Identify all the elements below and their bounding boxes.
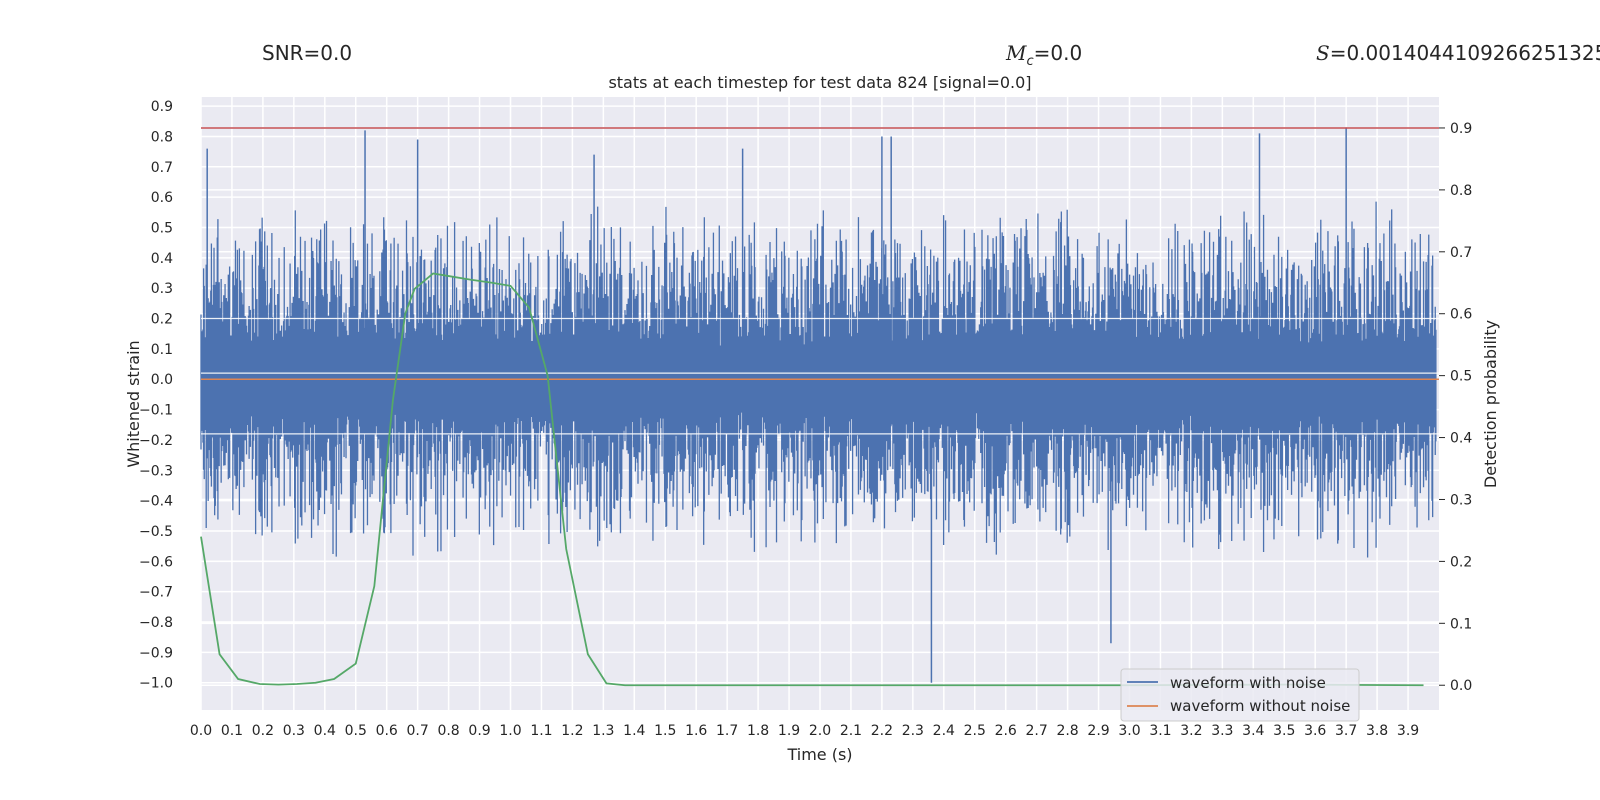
x-tick-label: 1.6 xyxy=(685,723,707,739)
y2-tick-label: 0.0 xyxy=(1450,678,1472,694)
legend-label-noise: waveform with noise xyxy=(1170,674,1326,692)
y2-tick-label: 0.9 xyxy=(1450,121,1472,137)
y-tick-label: −0.1 xyxy=(139,403,173,419)
series-waveform-with-noise xyxy=(200,127,1439,683)
x-tick-label: 3.3 xyxy=(1211,723,1233,739)
x-axis-label: Time (s) xyxy=(786,745,852,764)
chart-title: stats at each timestep for test data 824… xyxy=(608,73,1031,92)
x-tick-label: 3.5 xyxy=(1273,723,1295,739)
y-tick-label: −0.6 xyxy=(139,554,173,570)
x-tick-label: 3.9 xyxy=(1397,723,1419,739)
x-tick-label: 3.7 xyxy=(1335,723,1357,739)
x-tick-label: 1.1 xyxy=(530,723,552,739)
noise-trace xyxy=(200,201,1437,558)
x-tick-label: 1.3 xyxy=(592,723,614,739)
y-tick-label: 0.9 xyxy=(151,99,173,115)
x-tick-label: 2.7 xyxy=(1026,723,1048,739)
y-tick-label: 0.3 xyxy=(151,281,173,297)
y2-tick-label: 0.4 xyxy=(1450,431,1472,447)
y-tick-label: 0.0 xyxy=(151,372,173,388)
chirp-mass-label: Mc=0.0 xyxy=(1006,41,1082,69)
y-tick-label: −0.9 xyxy=(139,645,173,661)
x-tick-label: 2.1 xyxy=(840,723,862,739)
y2-tick-label: 0.1 xyxy=(1450,616,1472,632)
x-tick-label: 1.5 xyxy=(654,723,676,739)
snr-label: SNR=0.0 xyxy=(262,41,353,65)
x-tick-label: 0.6 xyxy=(376,723,398,739)
x-tick-label: 0.8 xyxy=(437,723,459,739)
x-tick-label: 0.9 xyxy=(468,723,490,739)
y-tick-label: 0.7 xyxy=(151,160,173,176)
x-tick-label: 2.0 xyxy=(809,723,831,739)
x-tick-label: 1.0 xyxy=(499,723,521,739)
x-tick-label: 1.7 xyxy=(716,723,738,739)
chirp-mass-symbol: M xyxy=(1006,41,1027,65)
x-tick-label: 2.6 xyxy=(995,723,1017,739)
statistic-symbol: S xyxy=(1316,41,1330,65)
y-tick-label: 0.8 xyxy=(151,129,173,145)
y-tick-label: 0.6 xyxy=(151,190,173,206)
legend-label-clean: waveform without noise xyxy=(1170,697,1350,715)
x-tick-labels: 0.0 0.1 0.2 0.3 0.4 0.5 0.6 0.7 0.8 0.9 1.0 1.1 1.2 1… xyxy=(190,723,1419,739)
y2-tick-label: 0.3 xyxy=(1450,492,1472,508)
y-tick-label: −0.2 xyxy=(139,433,173,449)
x-tick-label: 3.4 xyxy=(1242,723,1264,739)
chirp-mass-value: =0.0 xyxy=(1033,41,1083,65)
x-tick-label: 0.3 xyxy=(283,723,305,739)
y-tick-label: 0.5 xyxy=(151,220,173,236)
x-tick-label: 3.8 xyxy=(1366,723,1388,739)
y2-tick-label: 0.6 xyxy=(1450,307,1472,323)
chirp-mass-subscript: c xyxy=(1026,54,1034,69)
x-tick-label: 2.5 xyxy=(964,723,986,739)
statistic-value: =0.0014044109266251325 xyxy=(1329,41,1600,65)
x-tick-label: 0.5 xyxy=(345,723,367,739)
y2-tick-label: 0.2 xyxy=(1450,554,1472,570)
x-tick-label: 2.9 xyxy=(1087,723,1109,739)
series-detection-probability xyxy=(200,272,1424,687)
y-tick-label: 0.1 xyxy=(151,342,173,358)
x-tick-label: 2.4 xyxy=(933,723,955,739)
x-tick-label: 1.8 xyxy=(747,723,769,739)
y-tick-label: −0.4 xyxy=(139,494,173,510)
x-tick-label: 3.0 xyxy=(1118,723,1140,739)
y-tick-label: −0.8 xyxy=(139,615,173,631)
y-tick-label: −0.5 xyxy=(139,524,173,540)
x-tick-label: 0.1 xyxy=(221,723,243,739)
legend: waveform with noise waveform without noi… xyxy=(1120,668,1360,722)
y-tick-label: 0.4 xyxy=(151,251,173,267)
x-tick-label: 2.2 xyxy=(871,723,893,739)
y2-tick-label: 0.8 xyxy=(1450,183,1472,199)
x-tick-label: 0.0 xyxy=(190,723,212,739)
statistic-label: S=0.0014044109266251325 xyxy=(1316,41,1600,65)
x-tick-label: 0.4 xyxy=(314,723,336,739)
y2-tick-labels: 0.9 0.8 0.7 0.6 0.5 0.4 0.3 0.2 0.1 0.0 xyxy=(1439,121,1472,694)
x-tick-label: 2.3 xyxy=(902,723,924,739)
y-tick-label: 0.2 xyxy=(151,312,173,328)
x-tick-label: 2.8 xyxy=(1056,723,1078,739)
x-tick-label: 3.2 xyxy=(1180,723,1202,739)
x-tick-label: 1.9 xyxy=(778,723,800,739)
y2-axis-label: Detection probability xyxy=(1481,320,1500,488)
y-tick-labels: 0.9 0.8 0.7 0.6 0.5 0.4 0.3 0.2 0.1 0.0 −0.1 −0.2 −0… xyxy=(139,99,173,692)
x-tick-label: 0.2 xyxy=(252,723,274,739)
y-tick-label: −0.3 xyxy=(139,463,173,479)
legend-box xyxy=(1120,668,1360,722)
x-tick-label: 0.7 xyxy=(407,723,429,739)
y-axis-label: Whitened strain xyxy=(124,340,143,467)
x-tick-label: 1.4 xyxy=(623,723,645,739)
y-tick-label: −0.7 xyxy=(139,585,173,601)
y-tick-label: −1.0 xyxy=(139,676,173,692)
x-tick-label: 3.1 xyxy=(1149,723,1171,739)
x-tick-label: 3.6 xyxy=(1304,723,1326,739)
y2-tick-label: 0.5 xyxy=(1450,369,1472,385)
x-tick-label: 1.2 xyxy=(561,723,583,739)
y2-tick-label: 0.7 xyxy=(1450,245,1472,261)
